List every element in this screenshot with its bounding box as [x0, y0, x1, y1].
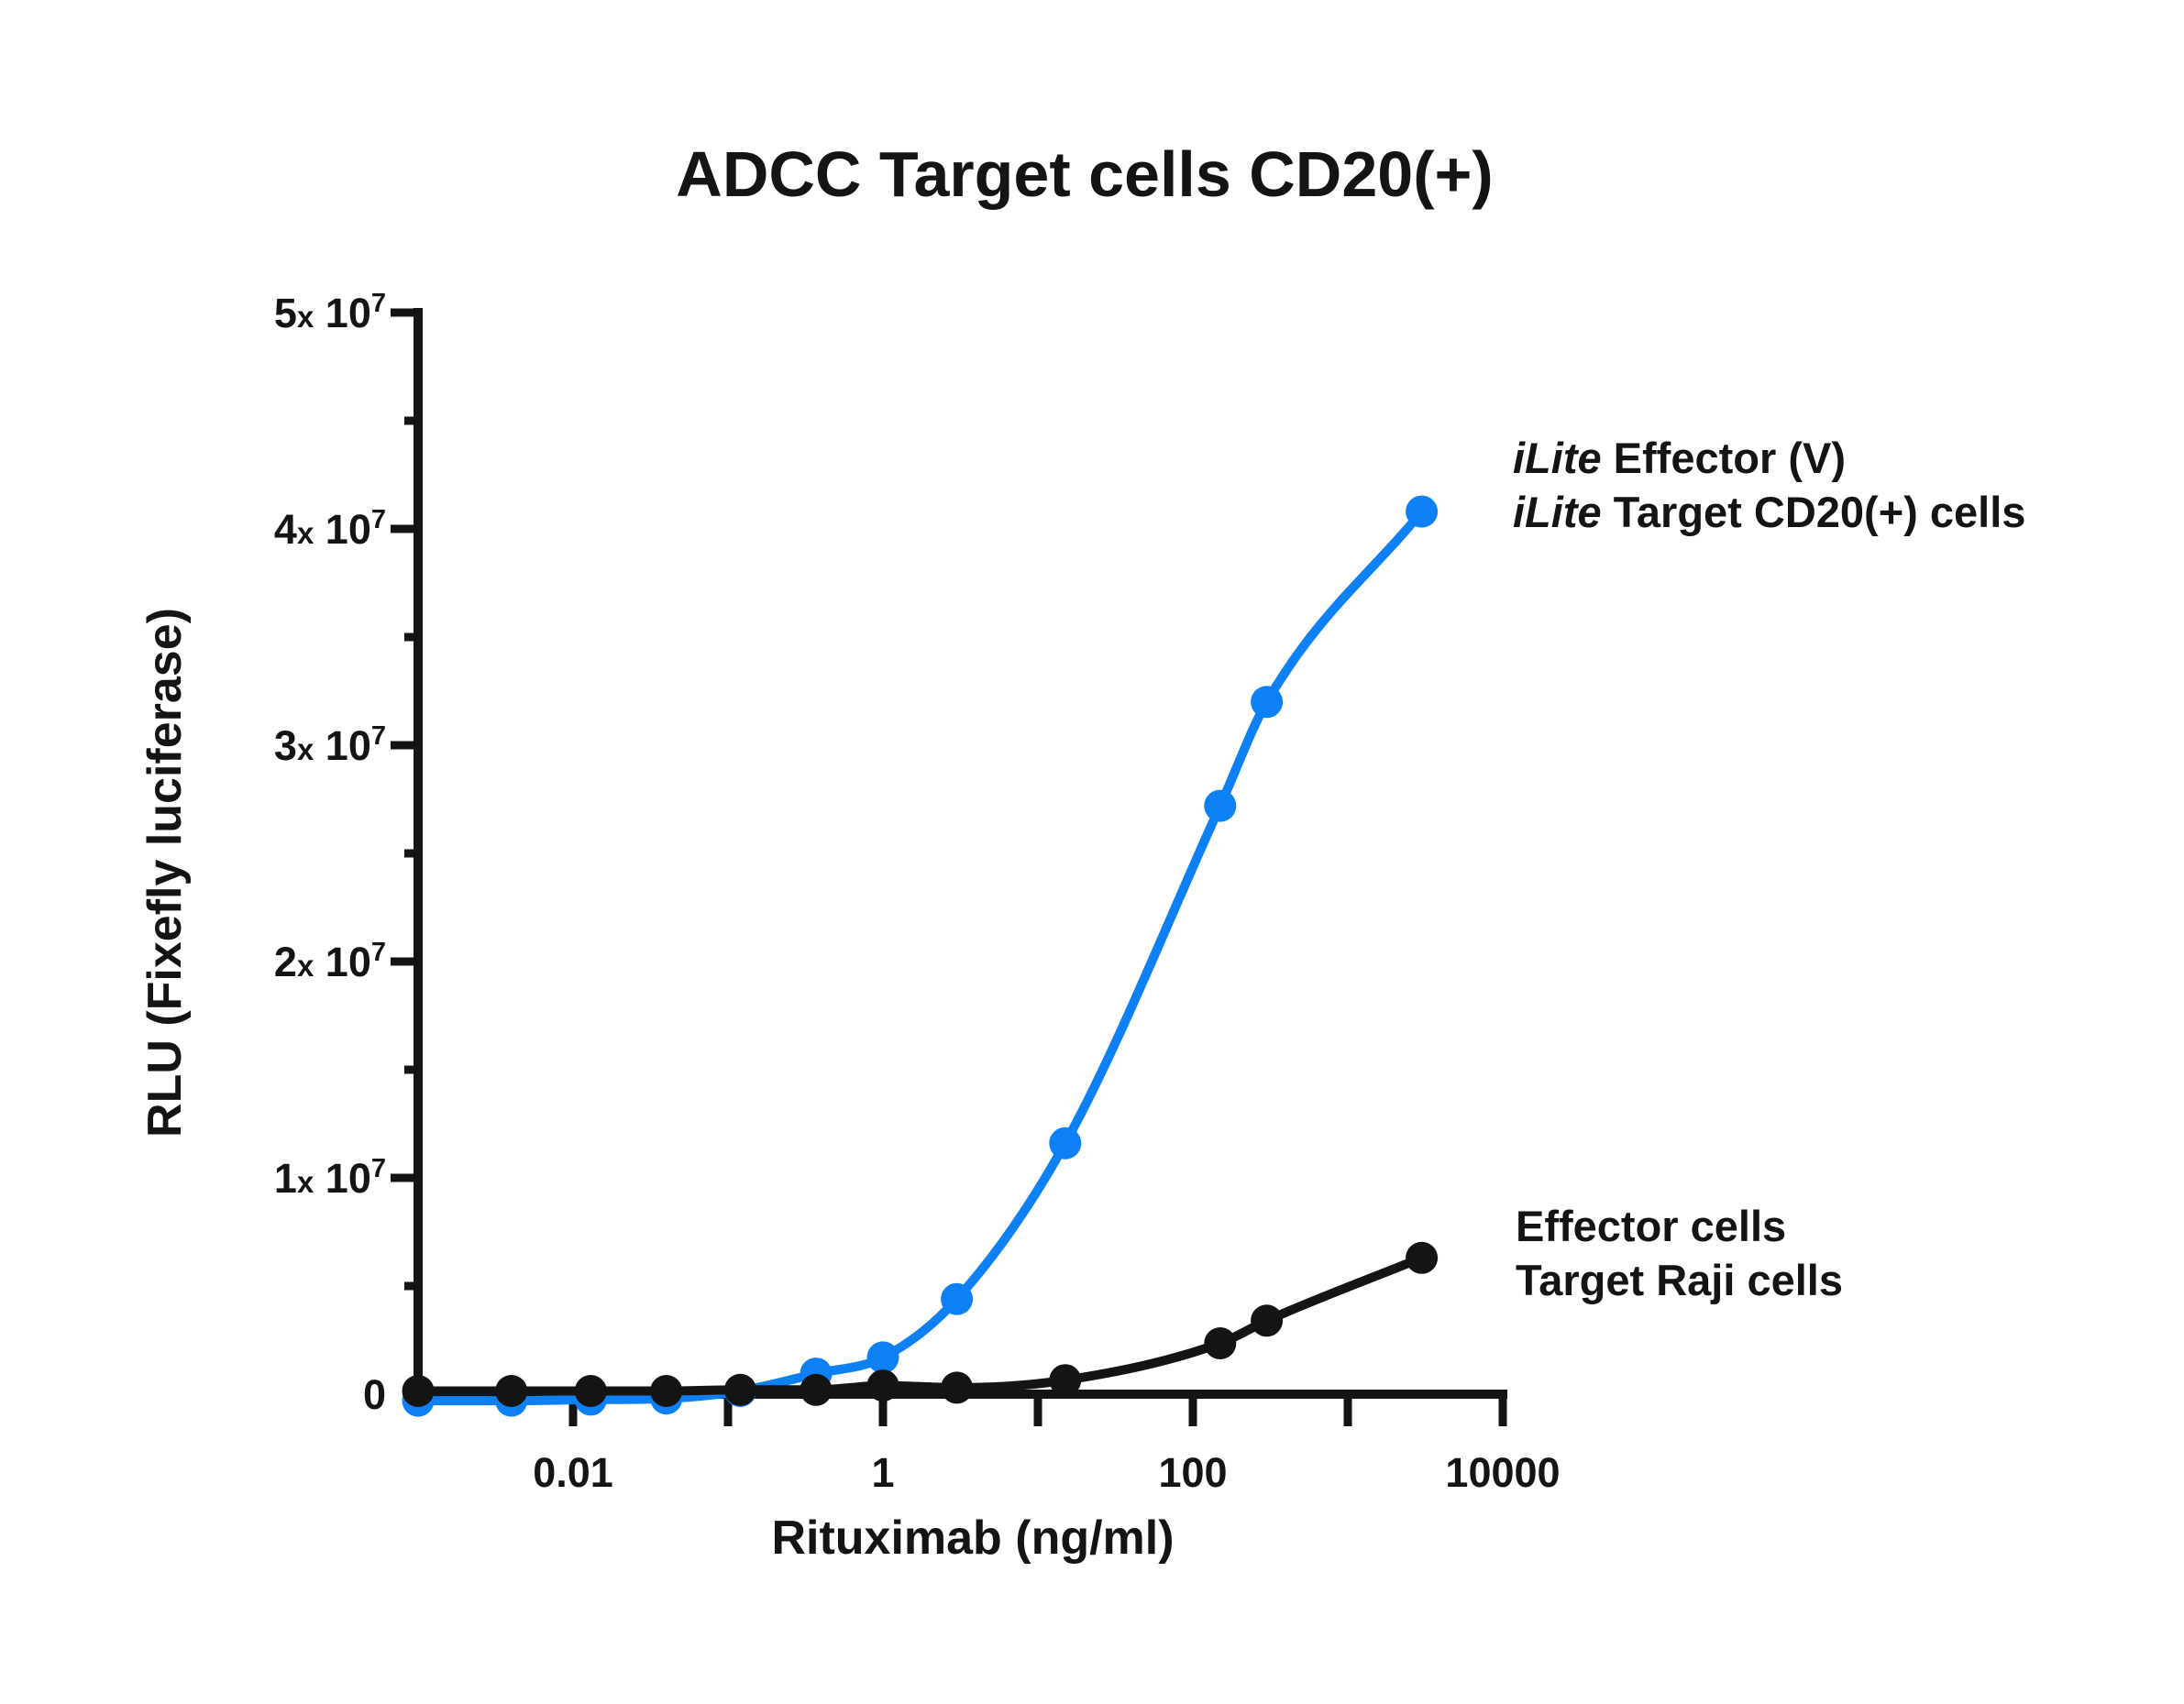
x-tick-label: 0.01	[533, 1449, 613, 1496]
y-tick-label: 0	[363, 1371, 386, 1418]
axis-lines	[414, 308, 1507, 1399]
y-tick-label: 3x 107	[274, 721, 386, 769]
x-tick-label: 100	[1158, 1449, 1227, 1496]
data-point-effector	[574, 1375, 607, 1407]
legend-effector: Effector cells Target Raji cells	[1516, 1199, 1843, 1307]
chart-title: ADCC Target cells CD20(+)	[676, 138, 1494, 210]
legend-effector-line2-rest: Target Raji cells	[1516, 1256, 1843, 1304]
y-tick-label: 5x 107	[274, 289, 386, 336]
legend-ilite-line1-rest: Effector (V)	[1601, 434, 1846, 482]
data-point-effector	[495, 1375, 528, 1407]
legend-ilite-line2-rest: Target CD20(+) cells	[1601, 488, 2026, 536]
data-point-ilite	[941, 1282, 974, 1315]
legend-ilite-line1-italic: iLite	[1513, 434, 1602, 482]
legend-ilite-line1: iLite Effector (V)	[1513, 431, 2025, 485]
legend-effector-line1: Effector cells	[1516, 1199, 1843, 1253]
legend-ilite-line2: iLite Target CD20(+) cells	[1513, 485, 2025, 539]
data-point-effector	[1204, 1327, 1237, 1359]
x-axis-title: Rituximab (ng/ml)	[771, 1512, 1175, 1565]
data-point-effector	[800, 1373, 833, 1406]
y-tick-label: 4x 107	[274, 505, 386, 553]
data-point-effector	[866, 1369, 899, 1402]
data-point-effector	[1049, 1364, 1082, 1397]
data-point-ilite	[866, 1341, 899, 1374]
data-point-effector	[723, 1373, 756, 1406]
legend-ilite: iLite Effector (V) iLite Target CD20(+) …	[1513, 431, 2025, 539]
data-point-ilite	[1406, 495, 1439, 528]
x-tick-label: 1	[871, 1449, 894, 1496]
curve-ilite	[414, 507, 1427, 1406]
data-point-ilite	[1049, 1127, 1082, 1160]
data-point-ilite	[1204, 789, 1237, 822]
data-point-effector	[1406, 1241, 1439, 1274]
data-point-ilite	[1251, 686, 1284, 719]
legend-effector-line1-rest: Effector cells	[1516, 1202, 1787, 1250]
y-tick-label: 1x 107	[274, 1154, 386, 1202]
legend-effector-line2: Target Raji cells	[1516, 1253, 1843, 1307]
data-point-effector	[1251, 1304, 1284, 1337]
x-tick-label: 10000	[1445, 1449, 1560, 1496]
data-point-effector	[650, 1375, 683, 1407]
legend-ilite-line2-italic: iLite	[1513, 488, 1602, 536]
data-point-effector	[941, 1371, 974, 1404]
data-point-effector	[402, 1375, 435, 1407]
y-tick-label: 2x 107	[274, 938, 386, 985]
